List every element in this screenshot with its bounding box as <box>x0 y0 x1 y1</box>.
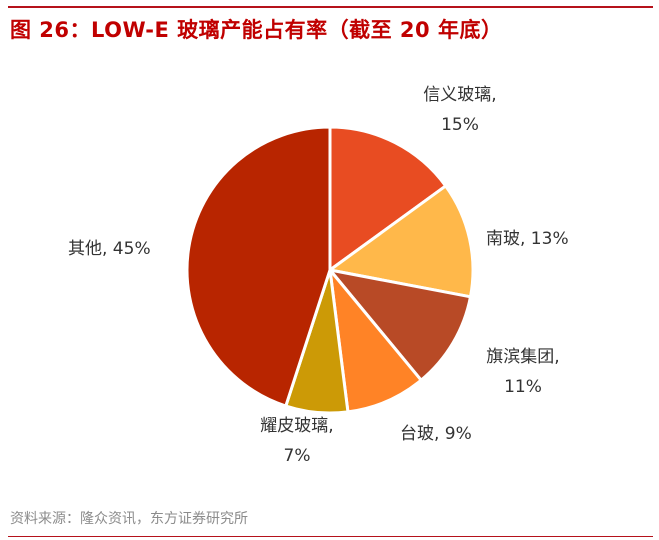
label-others: 其他, 45% <box>68 234 151 264</box>
pie-slice <box>185 125 332 408</box>
pie-slice <box>328 125 448 272</box>
figure-title: 图 26：LOW-E 玻璃产能占有率（截至 20 年底） <box>10 18 503 42</box>
source-note: 资料来源：隆众资讯，东方证券研究所 <box>10 511 248 527</box>
label-qibin: 旗滨集团, 11% <box>468 342 578 402</box>
label-name: 台玻, 9% <box>400 424 472 444</box>
label-nanbo: 南玻, 13% <box>486 224 569 254</box>
label-name: 信义玻璃, <box>423 85 497 105</box>
pie-slice <box>328 268 423 414</box>
label-pct: 7% <box>283 446 311 466</box>
label-yaopi: 耀皮玻璃, 7% <box>242 411 352 471</box>
label-pct: 11% <box>504 377 542 397</box>
pie-slice <box>328 268 472 382</box>
label-xinyi: 信义玻璃, 15% <box>400 80 520 140</box>
label-name: 其他, 45% <box>68 239 151 259</box>
label-name: 耀皮玻璃, <box>260 416 334 436</box>
label-pct: 15% <box>441 115 479 135</box>
bottom-rule <box>8 536 653 537</box>
label-name: 南玻, 13% <box>486 229 569 249</box>
top-rule <box>8 6 653 8</box>
pie-slice <box>328 184 475 299</box>
label-name: 旗滨集团, <box>486 347 560 367</box>
label-taibo: 台玻, 9% <box>400 419 472 449</box>
